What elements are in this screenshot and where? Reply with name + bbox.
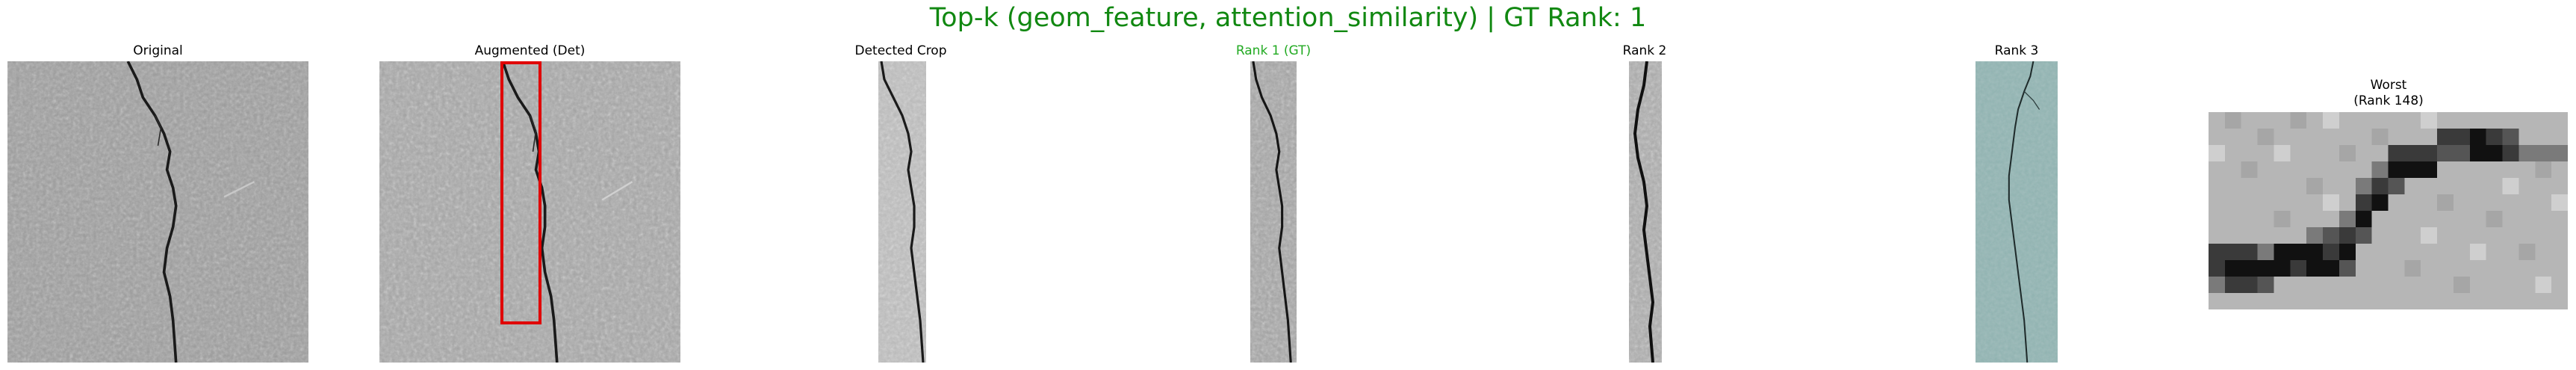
panel-title-rank3: Rank 3 <box>1994 43 2039 58</box>
panel-title-worst-line2: (Rank 148) <box>2353 93 2424 108</box>
rank2-image <box>1629 61 1662 363</box>
original-image <box>7 61 308 363</box>
panel-title-augmented: Augmented (Det) <box>474 43 586 58</box>
detection-box <box>500 61 541 324</box>
panel-title-rank1: Rank 1 (GT) <box>1235 43 1312 58</box>
worst-image <box>2209 112 2568 309</box>
rank3-image <box>1976 61 2058 363</box>
figure-title: Top-k (geom_feature, attention_similarit… <box>929 3 1647 33</box>
rank1-image <box>1250 61 1297 363</box>
detected-crop-image <box>878 61 926 363</box>
panel-title-worst-line1: Worst <box>2370 78 2407 93</box>
panel-title-detected: Detected Crop <box>854 43 947 58</box>
panel-title-rank2: Rank 2 <box>1622 43 1667 58</box>
panel-title-original: Original <box>133 43 183 58</box>
augmented-image <box>379 61 680 363</box>
